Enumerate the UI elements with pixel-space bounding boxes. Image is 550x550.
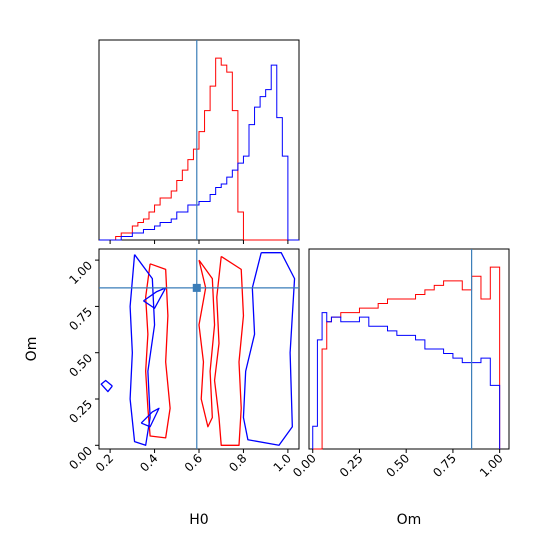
hist-H0-ticks <box>109 240 289 244</box>
contour-line-series_a <box>213 255 245 446</box>
x-tick-label: 0.00 <box>290 451 319 480</box>
hist-Om-step-series_b <box>312 312 501 449</box>
contour-line-series_a <box>145 263 171 439</box>
contour-x-ticks: 0.2 0.4 0.6 0.8 1.0 <box>93 449 294 475</box>
hist-Om-ticks: 0.00 0.25 0.50 0.75 1.00 <box>290 449 506 480</box>
contour-line-series_b <box>100 379 113 393</box>
contour-line-series_b <box>242 252 296 446</box>
contour-lines-group <box>100 252 296 446</box>
contour-line-series_b <box>140 407 160 428</box>
hist-H0-step-series_a <box>99 57 299 241</box>
contour-line-series_a <box>198 259 216 428</box>
x-tick-label: 0.6 <box>182 451 205 474</box>
hist-H0-step-series_b <box>99 64 299 241</box>
y-axis-label-Om: Om <box>24 337 40 362</box>
x-tick-label: 0.25 <box>337 451 366 480</box>
y-tick-label: 1.00 <box>66 258 95 287</box>
contour-frame <box>98 248 300 450</box>
x-tick-label: 0.75 <box>430 451 459 480</box>
truth-marker <box>192 283 201 292</box>
contour-line-series_b <box>129 254 156 446</box>
x-tick-label: 0.4 <box>137 451 160 474</box>
x-axis-label-Om: Om <box>397 512 422 528</box>
hist-Om-panel: 0.00 0.25 0.50 0.75 1.00 Om <box>290 248 510 528</box>
x-tick-label: 0.2 <box>93 451 116 474</box>
y-tick-label: 0.50 <box>66 351 95 380</box>
hist-H0-panel <box>98 39 300 244</box>
x-tick-label: 0.50 <box>384 451 413 480</box>
hist-H0-series-group <box>99 57 299 241</box>
contour-y-ticks: 0.00 0.25 0.50 0.75 1.00 <box>66 258 99 472</box>
y-tick-label: 0.00 <box>66 444 95 473</box>
x-tick-label: 1.00 <box>477 451 506 480</box>
y-tick-label: 0.25 <box>66 397 95 426</box>
contour-H0-Om-panel: 0.2 0.4 0.6 0.8 1.0 0.000.250.500.751.00 H0 … <box>24 248 300 528</box>
hist-Om-frame <box>308 248 510 450</box>
y-tick-label: 0.75 <box>66 305 95 334</box>
x-axis-label-H0: H0 <box>189 512 208 528</box>
x-tick-label: 0.8 <box>226 451 249 474</box>
